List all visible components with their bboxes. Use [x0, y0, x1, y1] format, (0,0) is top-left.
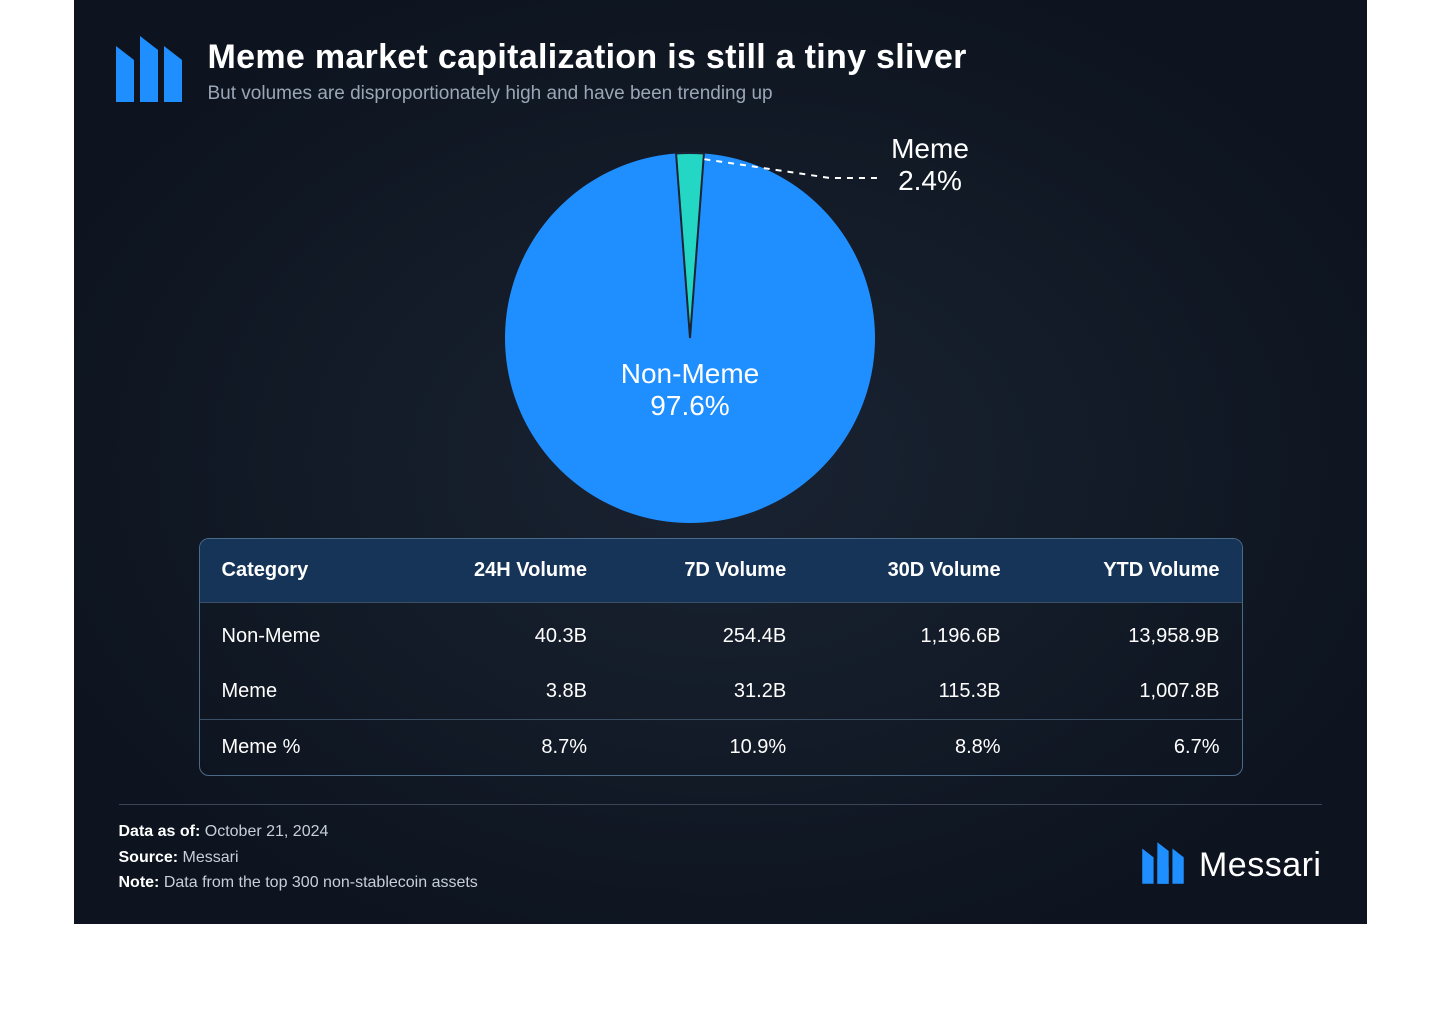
- table-cell: 8.8%: [808, 720, 1022, 776]
- table-cell: 3.8B: [395, 664, 609, 720]
- table-row: Meme3.8B31.2B115.3B1,007.8B: [200, 664, 1242, 720]
- table-header-cell: 24H Volume: [395, 539, 609, 603]
- footer-value: Messari: [183, 849, 239, 866]
- table-header-cell: YTD Volume: [1023, 539, 1242, 603]
- table-cell: 115.3B: [808, 664, 1022, 720]
- table-cell: 1,007.8B: [1023, 664, 1242, 720]
- table-cell: Non-Meme: [200, 603, 395, 665]
- table-header-cell: 30D Volume: [808, 539, 1022, 603]
- brand: Messari: [1141, 841, 1322, 890]
- title-block: Meme market capitalization is still a ti…: [208, 34, 967, 105]
- footer-label: Source:: [119, 849, 179, 866]
- pie-inner-label-name: Non-Meme: [580, 358, 800, 390]
- table-cell: 10.9%: [609, 720, 808, 776]
- table-cell: 8.7%: [395, 720, 609, 776]
- table-body: Non-Meme40.3B254.4B1,196.6B13,958.9BMeme…: [200, 603, 1242, 776]
- footer: Data as of: October 21, 2024 Source: Mes…: [119, 804, 1322, 896]
- footer-label: Note:: [119, 874, 160, 891]
- footer-label: Data as of:: [119, 823, 201, 840]
- pie-callout-name: Meme: [860, 133, 1000, 165]
- table-header-cell: Category: [200, 539, 395, 603]
- chart-subtitle: But volumes are disproportionately high …: [208, 83, 967, 105]
- footer-rule: [119, 804, 1322, 805]
- table-cell: 254.4B: [609, 603, 808, 665]
- table-row: Non-Meme40.3B254.4B1,196.6B13,958.9B: [200, 603, 1242, 665]
- pie-chart: Non-Meme 97.6% Meme 2.4%: [420, 148, 1020, 528]
- messari-logo-icon: [1141, 841, 1185, 890]
- table-cell: Meme: [200, 664, 395, 720]
- table-cell: Meme %: [200, 720, 395, 776]
- footer-value: October 21, 2024: [205, 823, 329, 840]
- header: Meme market capitalization is still a ti…: [114, 34, 967, 105]
- pie-callout-value: 2.4%: [860, 165, 1000, 197]
- table-row: Meme %8.7%10.9%8.8%6.7%: [200, 720, 1242, 776]
- pie-inner-label: Non-Meme 97.6%: [580, 358, 800, 422]
- table-cell: 40.3B: [395, 603, 609, 665]
- table-cell: 13,958.9B: [1023, 603, 1242, 665]
- chart-title: Meme market capitalization is still a ti…: [208, 38, 967, 77]
- table-cell: 1,196.6B: [808, 603, 1022, 665]
- table-cell: 31.2B: [609, 664, 808, 720]
- messari-logo-icon: [114, 34, 184, 104]
- footer-value: Data from the top 300 non-stablecoin ass…: [164, 874, 478, 891]
- table-header-row: Category24H Volume7D Volume30D VolumeYTD…: [200, 539, 1242, 603]
- pie-callout: Meme 2.4%: [860, 133, 1000, 197]
- table-header-cell: 7D Volume: [609, 539, 808, 603]
- table-cell: 6.7%: [1023, 720, 1242, 776]
- infographic-card: Meme market capitalization is still a ti…: [74, 0, 1367, 924]
- volume-table: Category24H Volume7D Volume30D VolumeYTD…: [199, 538, 1243, 776]
- pie-inner-label-value: 97.6%: [580, 390, 800, 422]
- brand-text: Messari: [1199, 846, 1322, 885]
